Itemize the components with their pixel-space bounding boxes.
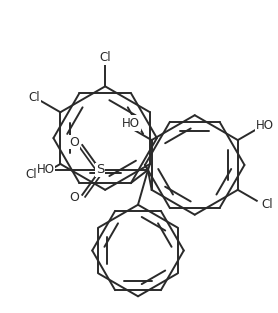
Text: Cl: Cl bbox=[26, 168, 37, 182]
Text: S: S bbox=[96, 163, 104, 177]
Text: O: O bbox=[70, 191, 79, 204]
Text: O: O bbox=[70, 136, 79, 149]
Text: HO: HO bbox=[121, 117, 140, 130]
Text: Cl: Cl bbox=[99, 51, 111, 64]
Text: Cl: Cl bbox=[29, 91, 40, 104]
Text: Cl: Cl bbox=[261, 198, 272, 211]
Text: HO: HO bbox=[36, 163, 54, 177]
Text: HO: HO bbox=[256, 119, 274, 132]
